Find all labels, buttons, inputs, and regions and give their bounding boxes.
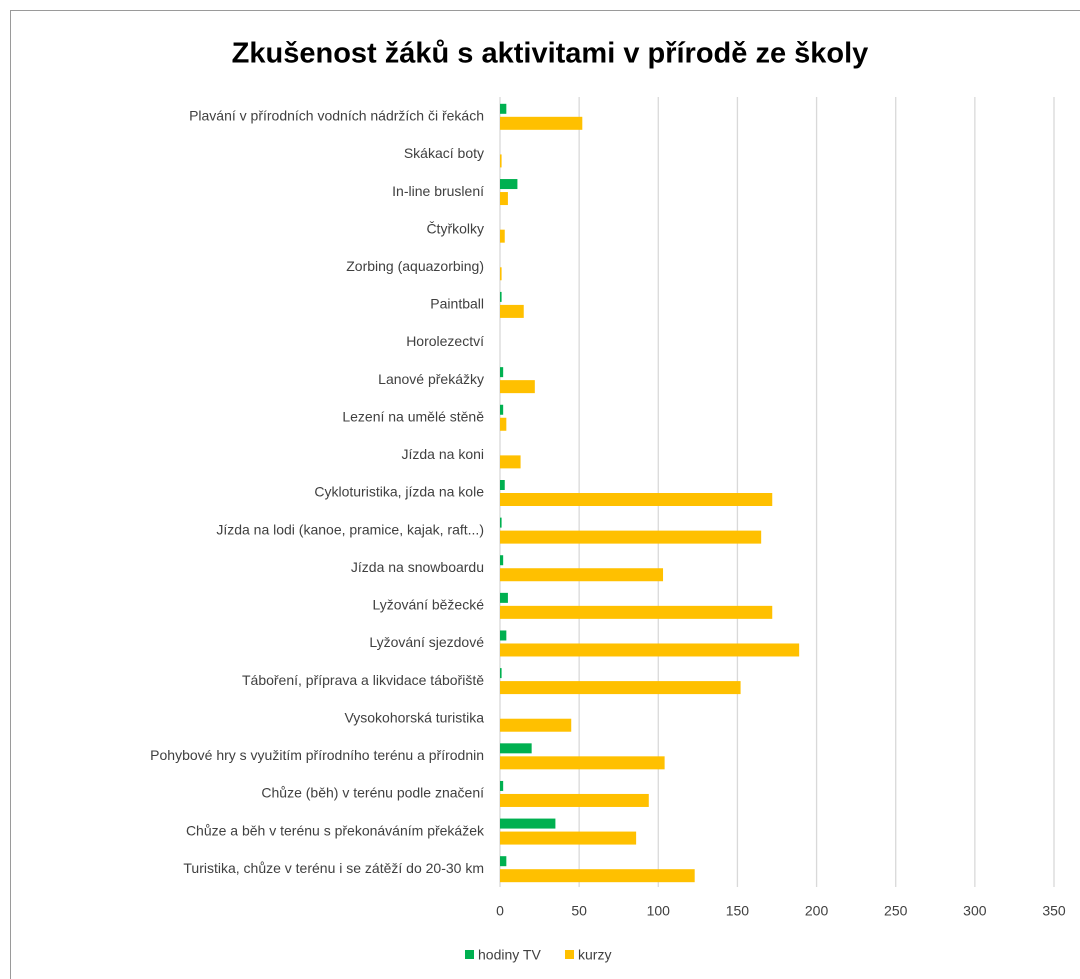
y-tick-label: In-line bruslení — [392, 183, 484, 199]
bar — [500, 480, 505, 490]
bar — [500, 192, 508, 206]
legend-swatch — [565, 950, 574, 959]
bar — [500, 380, 535, 394]
bar — [500, 417, 507, 431]
y-tick-label: Paintball — [430, 296, 484, 312]
bar — [500, 818, 556, 829]
x-tick-label: 150 — [726, 903, 750, 919]
bar — [500, 367, 504, 378]
y-tick-label: Cykloturistika, jízda na kole — [314, 484, 484, 500]
y-tick-label: Lezení na umělé stěně — [342, 408, 484, 424]
y-tick-label: Skákací boty — [404, 145, 484, 161]
bar — [500, 530, 762, 544]
y-tick-label: Jízda na koni — [402, 446, 485, 462]
bar — [500, 154, 502, 168]
bar — [500, 455, 521, 469]
bar — [500, 643, 800, 657]
bar — [500, 291, 502, 302]
bar — [500, 493, 773, 506]
y-tick-label: Lanové překážky — [378, 371, 484, 387]
x-tick-label: 200 — [805, 903, 829, 919]
x-tick-label: 350 — [1042, 903, 1066, 919]
bar — [500, 404, 504, 415]
y-tick-label: Jízda na lodi (kanoe, pramice, kajak, ra… — [216, 521, 484, 537]
bar — [500, 179, 518, 190]
bar — [500, 668, 502, 679]
legend-swatch — [465, 950, 474, 959]
bar — [500, 831, 637, 845]
bar — [500, 869, 695, 883]
bar — [500, 517, 502, 528]
x-tick-label: 250 — [884, 903, 908, 919]
bar — [500, 780, 504, 791]
bar — [500, 743, 532, 754]
bar — [500, 229, 505, 243]
bar — [500, 681, 741, 695]
y-tick-label: Čtyřkolky — [426, 220, 484, 236]
y-tick-label: Turistika, chůze v terénu i se zátěží do… — [183, 860, 484, 876]
chart-title: Zkušenost žáků s aktivitami v přírodě ze… — [232, 38, 869, 70]
bar — [500, 605, 773, 619]
bar — [500, 304, 524, 318]
x-tick-label: 0 — [496, 903, 504, 919]
bar — [500, 793, 649, 807]
bar — [500, 116, 583, 130]
y-tick-label: Horolezectví — [406, 333, 484, 349]
x-tick-label: 50 — [571, 903, 587, 919]
y-tick-label: Lyžování běžecké — [372, 597, 484, 613]
y-tick-label: Chůze (běh) v terénu podle značení — [261, 785, 484, 801]
bar — [500, 267, 502, 281]
x-tick-label: 100 — [647, 903, 671, 919]
y-tick-label: Lyžování sjezdové — [369, 634, 484, 650]
x-tick-label: 300 — [963, 903, 987, 919]
bar — [500, 103, 507, 114]
bar — [500, 568, 664, 582]
legend-label: hodiny TV — [478, 947, 541, 963]
y-tick-label: Jízda na snowboardu — [351, 559, 484, 575]
bar — [500, 756, 665, 770]
bar — [500, 856, 507, 867]
y-tick-label: Pohybové hry s využitím přírodního terén… — [150, 747, 484, 763]
bar — [500, 630, 507, 641]
bar — [500, 592, 508, 603]
y-tick-label: Zorbing (aquazorbing) — [346, 258, 484, 274]
y-tick-label: Vysokohorská turistika — [344, 709, 484, 725]
bar — [500, 718, 572, 732]
y-tick-label: Táboření, příprava a likvidace tábořiště — [242, 672, 484, 688]
bar — [500, 555, 504, 566]
y-tick-label: Chůze a běh v terénu s překonáváním přek… — [186, 822, 485, 838]
legend-label: kurzy — [578, 947, 611, 963]
y-tick-label: Plavání v přírodních vodních nádržích či… — [189, 108, 484, 124]
